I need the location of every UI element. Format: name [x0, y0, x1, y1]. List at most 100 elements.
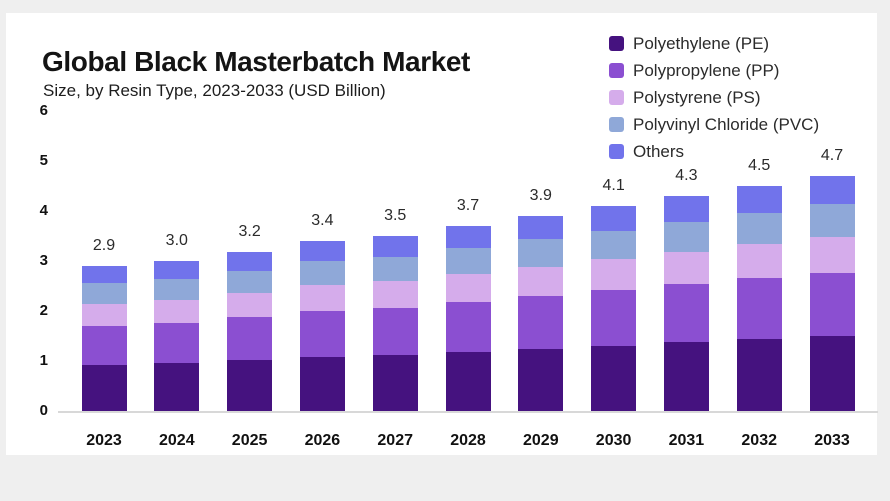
y-axis-tick-label: 0 [39, 402, 48, 419]
bar-segment [372, 281, 418, 308]
bar-segment [663, 221, 709, 252]
bar-segment [809, 204, 855, 237]
legend-item: Polypropylene (PP) [609, 57, 819, 84]
stacked-bar [591, 206, 637, 411]
bar-segment [809, 336, 855, 411]
legend-item-label: Polypropylene (PP) [633, 60, 780, 80]
bar-total-label: 3.9 [529, 186, 552, 204]
bar-segment [227, 360, 273, 411]
y-axis-tick-label: 3 [39, 252, 48, 269]
bar-total-label: 4.3 [675, 166, 698, 184]
bar-segment [518, 348, 564, 411]
bar-segment [445, 226, 491, 248]
bar-segment [445, 302, 491, 352]
x-axis-category-label: 2024 [159, 432, 195, 449]
bar-segment [81, 364, 127, 411]
bar-total-label: 4.1 [602, 177, 625, 194]
legend-item-label: Polyethylene (PE) [633, 33, 770, 53]
legend-swatch [609, 144, 624, 159]
bar-total-label: 3.2 [238, 222, 261, 240]
bar-segment [154, 279, 200, 300]
bar-segment [518, 296, 564, 349]
legend-item: Polyethylene (PE) [609, 30, 819, 57]
bar-segment [227, 270, 273, 293]
x-axis-baseline [58, 411, 878, 413]
bar-segment [154, 363, 200, 411]
bar-segment [227, 251, 273, 271]
legend-swatch [609, 117, 624, 132]
bar-segment [809, 176, 855, 204]
stacked-bar [154, 261, 200, 411]
bar-segment [591, 206, 637, 231]
stacked-bar [227, 251, 273, 411]
bar-segment [809, 272, 855, 336]
chart-card: Global Black Masterbatch Market Size, by… [6, 13, 877, 455]
bar-segment [372, 256, 418, 281]
legend: Polyethylene (PE) Polypropylene (PP) Polys… [609, 30, 819, 165]
legend-item-label: Polyvinyl Chloride (PVC) [633, 114, 820, 134]
legend-item: Others [609, 138, 819, 165]
bar-segment [591, 290, 637, 346]
bar-segment [81, 265, 127, 283]
bar-segment [81, 303, 127, 326]
stacked-bar [81, 265, 127, 411]
stacked-bar [809, 176, 855, 411]
bar-segment [227, 317, 273, 360]
x-axis-category-label: 2029 [523, 432, 559, 449]
bar-total-label: 3.4 [311, 211, 334, 229]
bar-segment [299, 261, 345, 285]
x-axis-category-label: 2033 [814, 432, 850, 449]
bar-segment [299, 310, 345, 357]
bar-segment [518, 215, 564, 239]
chart-title: Global Black Masterbatch Market [42, 46, 470, 77]
bar-segment [445, 248, 491, 274]
bar-segment [299, 356, 345, 411]
bar-segment [591, 345, 637, 411]
bar-segment [154, 300, 200, 323]
legend-item-label: Others [633, 141, 685, 161]
y-axis-tick-label: 4 [39, 202, 48, 219]
bar-segment [372, 307, 418, 355]
y-axis-tick-label: 2 [39, 302, 48, 319]
stacked-bar [736, 185, 782, 411]
x-axis-category-label: 2031 [668, 432, 705, 449]
bar-segment [518, 266, 564, 296]
bar-segment [81, 283, 127, 304]
bar-segment [663, 284, 709, 342]
bar-segment [736, 185, 782, 213]
y-axis-tick-label: 6 [39, 102, 48, 119]
bar-segment [809, 237, 855, 273]
y-axis-tick-label: 5 [39, 152, 48, 169]
bar-segment [663, 195, 709, 222]
bar-segment [81, 325, 127, 365]
y-axis-tick-label: 1 [39, 352, 48, 369]
bar-total-label: 4.7 [820, 147, 844, 164]
stacked-bar [518, 215, 564, 411]
x-axis-category-label: 2023 [86, 432, 122, 449]
bar-segment [154, 322, 200, 363]
bar-segment [518, 239, 564, 267]
bar-segment [591, 230, 637, 259]
bar-segment [736, 244, 782, 278]
x-axis-category-label: 2032 [741, 432, 777, 449]
bar-total-label: 3.0 [165, 232, 188, 249]
legend-item: Polyvinyl Chloride (PVC) [609, 111, 819, 138]
stacked-bar [445, 226, 491, 411]
bar-total-label: 3.5 [384, 206, 407, 224]
bar-total-label: 3.7 [456, 197, 480, 214]
bar-segment [299, 285, 345, 311]
bar-segment [736, 339, 782, 411]
legend-swatch [609, 90, 624, 105]
x-axis-category-label: 2027 [377, 432, 413, 449]
bar-segment [372, 235, 418, 257]
stacked-bar [299, 240, 345, 411]
bar-segment [591, 259, 637, 290]
bar-segment [227, 293, 273, 317]
chart-subtitle: Size, by Resin Type, 2023-2033 (USD Bill… [43, 81, 386, 100]
bar-segment [663, 342, 709, 411]
bar-segment [372, 355, 418, 411]
x-axis-category-label: 2026 [304, 432, 341, 449]
legend-item: Polystyrene (PS) [609, 84, 819, 111]
bar-total-label: 2.9 [92, 236, 116, 254]
